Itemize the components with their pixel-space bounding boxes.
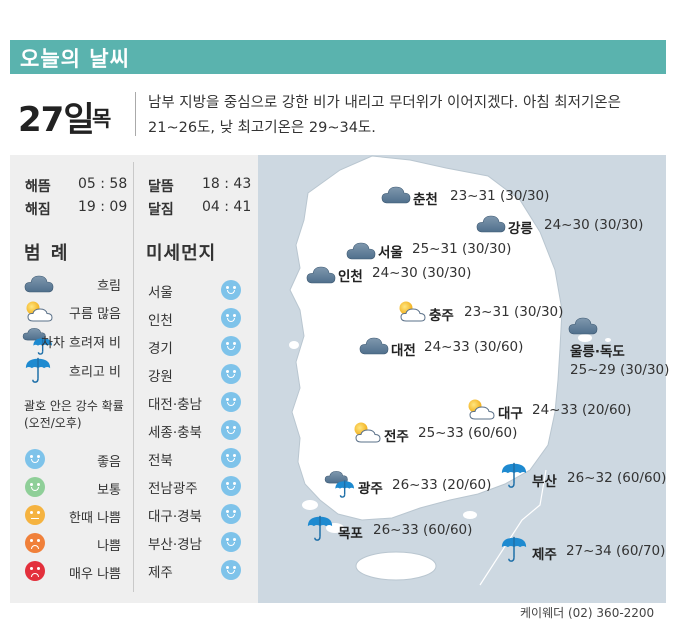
legend-partly-cloudy-label: 구름 많음	[69, 307, 121, 322]
city-name: 대전	[391, 343, 416, 359]
sunset-label: 해짐	[25, 202, 51, 218]
dust-face-icon	[221, 336, 241, 356]
date-day: 27일	[18, 100, 95, 140]
cloud-icon	[359, 335, 389, 355]
dust-face-icon	[25, 505, 45, 525]
umbrella-icon	[306, 514, 334, 542]
dust-region-name: 제주	[148, 565, 173, 581]
city-name: 대구	[498, 406, 523, 422]
city-name: 충주	[429, 308, 454, 324]
city-temperature: 24~30 (30/30)	[372, 265, 472, 281]
cloud-icon	[306, 264, 336, 284]
dust-region-name: 인천	[148, 313, 173, 329]
header-bar: 오늘의 날씨	[10, 40, 666, 74]
city-name: 인천	[338, 269, 363, 285]
city-name: 목포	[338, 526, 363, 542]
cloud-icon	[568, 315, 598, 335]
legend-rain-label: 흐리고 비	[69, 365, 121, 380]
dust-face-icon	[221, 532, 241, 552]
city-temperature: 26~32 (60/60)	[567, 470, 667, 486]
dust-region-name: 전남광주	[148, 481, 198, 497]
precip-note: 괄호 안은 강수 확률 (오전/오후)	[24, 399, 124, 430]
dust-region-name: 강원	[148, 369, 173, 385]
dust-face-icon	[221, 504, 241, 524]
dust-face-icon	[25, 477, 45, 497]
cloud-icon	[346, 240, 376, 260]
column-divider	[133, 162, 134, 592]
credit-text: 케이웨더 (02) 360-2200	[520, 606, 655, 620]
dust-region-name: 대구·경북	[148, 509, 202, 525]
umbrella-icon	[500, 461, 528, 489]
dust-legend-label: 매우 나쁨	[69, 567, 121, 582]
moonrise-time: 18 : 43	[202, 176, 252, 192]
city-name: 서울	[378, 245, 403, 261]
city-temperature: 26~33 (60/60)	[373, 522, 473, 538]
dust-face-icon	[221, 420, 241, 440]
partly-cloudy-icon	[24, 300, 54, 322]
dust-face-icon	[221, 280, 241, 300]
city-temperature: 27~34 (60/70)	[566, 543, 666, 559]
dust-face-icon	[221, 392, 241, 412]
city-name: 전주	[384, 429, 409, 445]
partly-cloudy-icon	[466, 398, 496, 420]
cloud-icon	[24, 273, 54, 293]
sunrise-time: 05 : 58	[78, 176, 128, 192]
sunrise-label: 해뜸	[25, 179, 51, 195]
dust-face-icon	[221, 560, 241, 580]
city-temperature: 24~33 (30/60)	[424, 339, 524, 355]
moonrise-label: 달뜸	[148, 179, 174, 195]
city-temperature: 23~31 (30/30)	[464, 304, 564, 320]
dust-face-icon	[25, 449, 45, 469]
city-temperature: 23~31 (30/30)	[450, 188, 550, 204]
dust-face-icon	[25, 533, 45, 553]
dust-face-icon	[25, 561, 45, 581]
legend-title: 범 례	[24, 243, 70, 264]
date-divider	[135, 92, 136, 136]
city-temperature: 24~30 (30/30)	[544, 217, 644, 233]
dust-face-icon	[221, 448, 241, 468]
fine-dust-title: 미세먼지	[146, 243, 217, 264]
cloud-icon	[381, 184, 411, 204]
city-name: 부산	[532, 474, 557, 490]
dust-legend-label: 좋음	[97, 455, 121, 470]
dust-region-name: 세종·충북	[148, 425, 202, 441]
sunset-time: 19 : 09	[78, 199, 128, 215]
date-weekday: 목	[92, 107, 112, 131]
dust-region-name: 서울	[148, 285, 173, 301]
dust-face-icon	[221, 308, 241, 328]
umbrella-icon	[24, 356, 52, 384]
city-name: 춘천	[413, 192, 438, 208]
dust-face-icon	[221, 364, 241, 384]
partly-cloudy-icon	[352, 421, 382, 443]
city-temperature: 25~33 (60/60)	[418, 425, 518, 441]
city-name: 제주	[532, 547, 557, 563]
city-temperature: 24~33 (20/60)	[532, 402, 632, 418]
legend-rain-later-label: 차차 흐려져 비	[40, 336, 121, 351]
city-temperature: 25~31 (30/30)	[412, 241, 512, 257]
city-temperature: 26~33 (20/60)	[392, 477, 492, 493]
cloud-icon	[476, 213, 506, 233]
legend-cloudy-label: 흐림	[97, 279, 121, 294]
dust-legend-label: 한때 나쁨	[69, 511, 121, 526]
partly-cloudy-icon	[397, 300, 427, 322]
dust-region-name: 전북	[148, 453, 173, 469]
cloud-rain-umbrella-icon	[324, 470, 356, 498]
dust-region-name: 대전·충남	[148, 397, 202, 413]
city-temperature: 25~29 (30/30)	[570, 362, 670, 378]
city-name: 울릉·독도	[570, 344, 625, 360]
dust-legend-label: 보통	[97, 483, 121, 498]
moonset-time: 04 : 41	[202, 199, 252, 215]
city-name: 강릉	[508, 221, 533, 237]
umbrella-icon	[500, 535, 528, 563]
moonset-label: 달짐	[148, 202, 174, 218]
dust-region-name: 부산·경남	[148, 537, 202, 553]
left-panel	[10, 155, 258, 603]
dust-region-name: 경기	[148, 341, 173, 357]
dust-face-icon	[221, 476, 241, 496]
city-name: 광주	[358, 481, 383, 497]
page-title: 오늘의 날씨	[20, 47, 130, 71]
dust-legend-label: 나쁨	[97, 539, 121, 554]
weather-summary: 남부 지방을 중심으로 강한 비가 내리고 무더위가 이어지겠다. 아침 최저기…	[148, 95, 621, 136]
